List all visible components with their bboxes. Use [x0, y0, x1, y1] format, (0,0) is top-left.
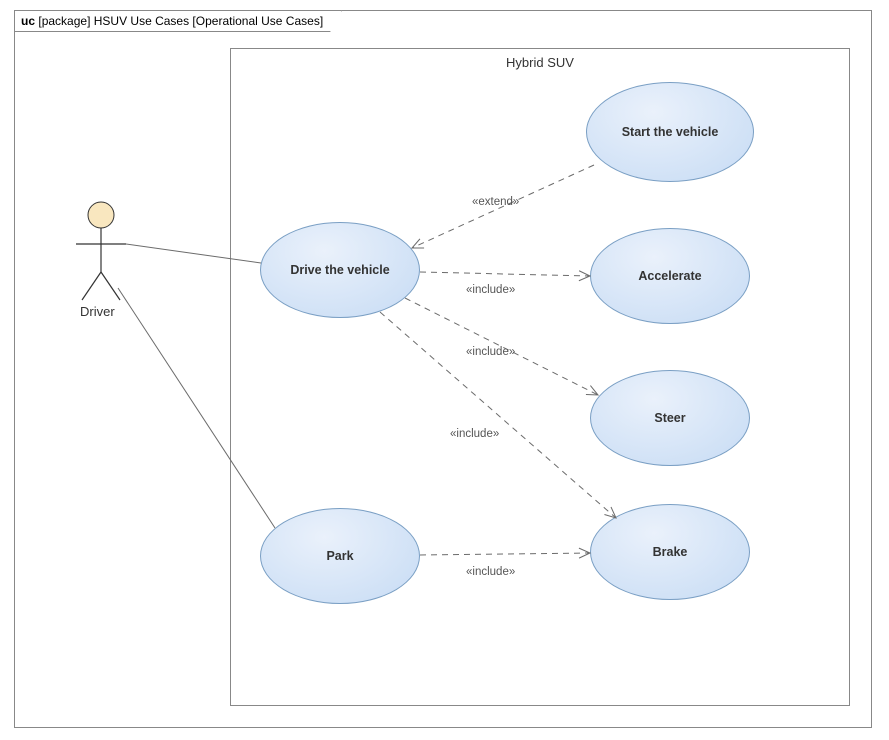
frame-bracket-text: [package] HSUV Use Cases [Operational Us…	[38, 14, 323, 28]
usecase-park: Park	[260, 508, 420, 604]
relationship-label-include: «include»	[450, 428, 499, 440]
usecase-start-the-vehicle: Start the vehicle	[586, 82, 754, 182]
usecase-label: Steer	[654, 411, 685, 425]
usecase-steer: Steer	[590, 370, 750, 466]
system-boundary: Hybrid SUV	[230, 48, 850, 706]
usecase-label: Drive the vehicle	[290, 263, 389, 277]
usecase-label: Accelerate	[638, 269, 701, 283]
usecase-label: Park	[326, 549, 353, 563]
diagram-canvas: uc [package] HSUV Use Cases [Operational…	[0, 0, 889, 740]
relationship-label-include: «include»	[466, 566, 515, 578]
usecase-brake: Brake	[590, 504, 750, 600]
relationship-label-include: «include»	[466, 346, 515, 358]
system-title: Hybrid SUV	[231, 55, 849, 70]
usecase-accelerate: Accelerate	[590, 228, 750, 324]
frame-title-tab: uc [package] HSUV Use Cases [Operational…	[14, 10, 342, 32]
relationship-label-extend: «extend»	[472, 196, 519, 208]
usecase-label: Brake	[653, 545, 688, 559]
relationship-label-include: «include»	[466, 284, 515, 296]
usecase-drive-the-vehicle: Drive the vehicle	[260, 222, 420, 318]
usecase-label: Start the vehicle	[622, 125, 719, 139]
actor-label: Driver	[80, 304, 115, 319]
frame-prefix: uc	[21, 14, 35, 28]
